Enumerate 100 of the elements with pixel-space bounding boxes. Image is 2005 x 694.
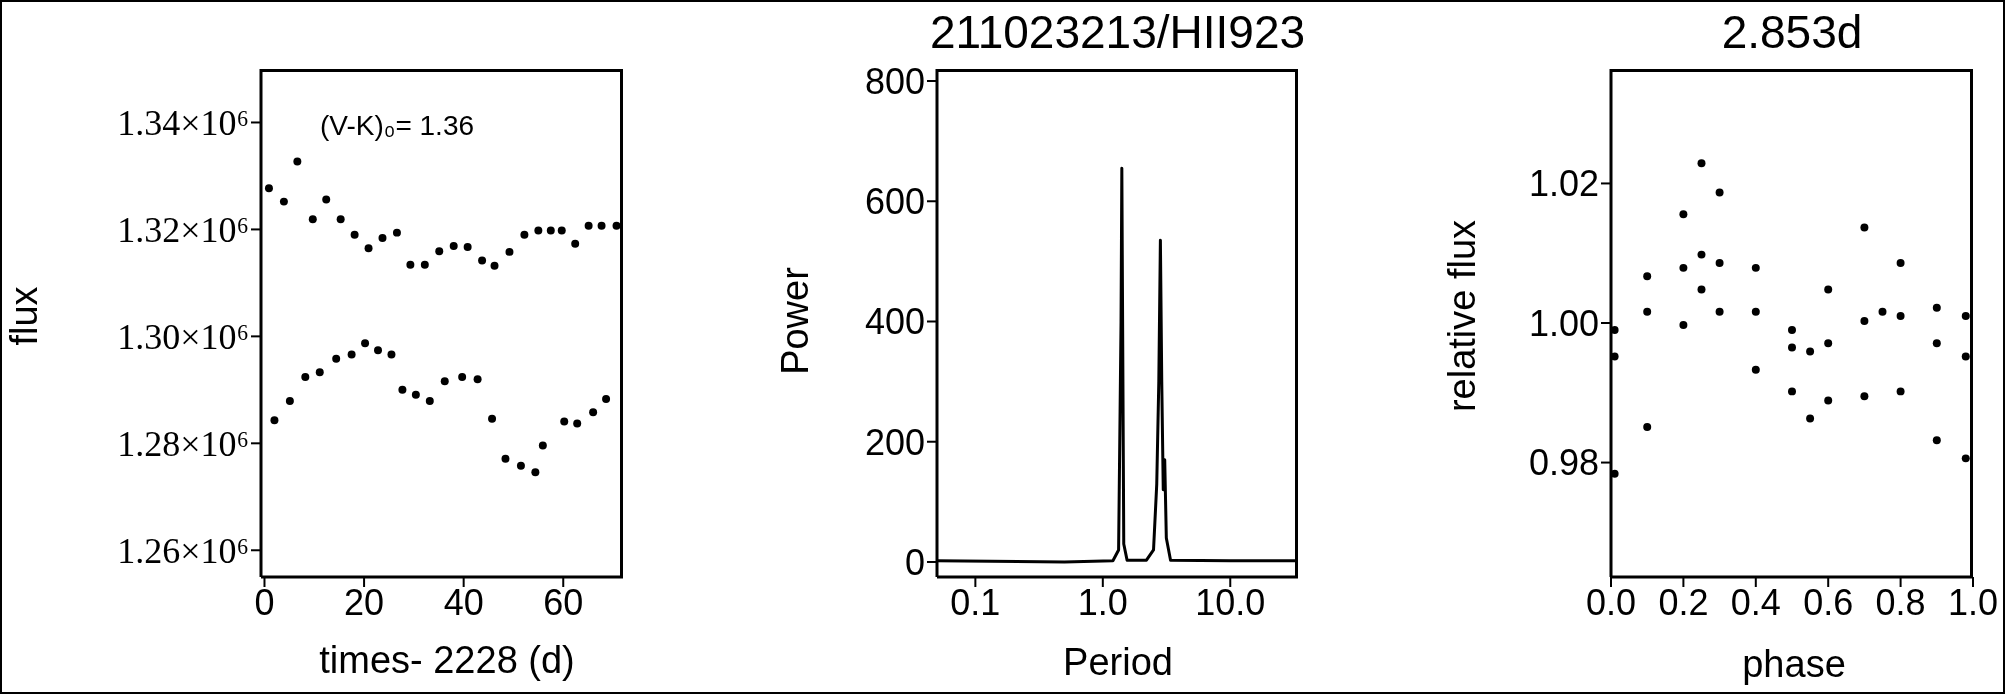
y-tick-label: 600 xyxy=(864,181,925,223)
point xyxy=(501,454,510,463)
point xyxy=(364,244,373,253)
point xyxy=(1788,387,1796,396)
point xyxy=(279,197,288,206)
point xyxy=(602,394,611,403)
point xyxy=(411,390,420,399)
point xyxy=(387,350,396,359)
point xyxy=(612,221,621,230)
point xyxy=(1896,312,1905,320)
point xyxy=(293,157,302,166)
point xyxy=(1896,387,1905,396)
point xyxy=(285,397,294,406)
x-tick-label: 1.0 xyxy=(1077,581,1128,623)
x-axis-title: times- 2228 (d) xyxy=(319,638,575,682)
point xyxy=(1643,422,1652,431)
x-tick-label: 0.4 xyxy=(1730,581,1781,623)
point xyxy=(1932,339,1941,348)
point xyxy=(264,184,273,193)
point xyxy=(1611,326,1619,334)
point xyxy=(1896,259,1905,267)
x-tick-label: 60 xyxy=(543,581,584,623)
point xyxy=(301,373,310,381)
point xyxy=(520,230,529,239)
point xyxy=(435,247,444,256)
point xyxy=(425,397,434,406)
y-axis-title: Power xyxy=(773,267,817,375)
x-tick-label: 0.8 xyxy=(1875,581,1926,623)
point xyxy=(560,417,569,426)
point xyxy=(1715,259,1724,267)
point xyxy=(1751,365,1760,374)
point xyxy=(1860,392,1869,401)
point xyxy=(1679,210,1688,219)
y-axis-title: flux xyxy=(2,286,46,346)
y-tick-label: 1.26×10⁶ xyxy=(117,531,249,572)
x-tick-label: 0.0 xyxy=(1585,581,1637,623)
annotation: (V-K)₀= 1.36 xyxy=(320,110,475,142)
point xyxy=(347,350,356,359)
y-tick-label: 1.30×10⁶ xyxy=(117,317,249,358)
point xyxy=(1824,339,1833,348)
point xyxy=(1715,307,1724,316)
point xyxy=(538,441,547,450)
point xyxy=(1751,263,1760,272)
point xyxy=(1679,263,1688,272)
point xyxy=(332,354,341,363)
y-tick-label: 1.28×10⁶ xyxy=(117,424,249,465)
point xyxy=(315,368,324,377)
point xyxy=(1788,326,1796,334)
point xyxy=(1697,250,1706,259)
point xyxy=(336,215,345,224)
y-tick-label: 1.34×10⁶ xyxy=(117,103,249,144)
point xyxy=(1611,469,1619,478)
point xyxy=(1806,414,1815,423)
point xyxy=(1824,396,1833,405)
point xyxy=(516,461,525,470)
point xyxy=(597,221,606,230)
point xyxy=(1715,188,1724,197)
point xyxy=(534,226,543,235)
point xyxy=(458,373,467,381)
x-tick-label: 0.2 xyxy=(1658,581,1709,623)
chart-title: 211023213/HII923 xyxy=(928,5,1307,60)
x-tick-label: 0.1 xyxy=(950,581,1001,623)
point xyxy=(488,414,497,423)
point xyxy=(1643,307,1652,316)
point xyxy=(392,228,401,237)
x-tick-label: 40 xyxy=(443,581,484,623)
point xyxy=(1697,159,1706,168)
point xyxy=(1611,352,1619,361)
y-axis-title: relative flux xyxy=(1440,219,1484,413)
chart-title: 2.853d xyxy=(1720,5,1864,60)
x-tick-label: 0.6 xyxy=(1803,581,1854,623)
y-tick-label: 200 xyxy=(864,421,925,463)
x-tick-label: 1.0 xyxy=(1947,581,1999,623)
point xyxy=(478,256,487,265)
point xyxy=(374,346,382,355)
x-tick-label: 20 xyxy=(344,581,385,623)
point xyxy=(420,260,429,269)
x-tick-label: 0 xyxy=(254,581,275,623)
point xyxy=(1751,307,1760,316)
point xyxy=(1860,316,1869,325)
x-tick-label: 10.0 xyxy=(1195,581,1266,623)
point xyxy=(1860,223,1869,232)
point xyxy=(398,385,407,394)
point xyxy=(557,226,566,235)
point xyxy=(573,419,582,428)
point xyxy=(1806,347,1815,356)
x-axis-title: phase xyxy=(1742,642,1846,686)
point xyxy=(505,247,514,256)
point xyxy=(1643,272,1652,281)
point xyxy=(1824,285,1833,294)
point xyxy=(589,408,598,417)
point xyxy=(1697,285,1706,294)
y-tick-label: 400 xyxy=(864,301,925,343)
point xyxy=(1961,312,1970,320)
point xyxy=(1788,343,1796,352)
point xyxy=(378,234,387,242)
y-tick-label: 800 xyxy=(864,60,925,102)
point xyxy=(571,239,580,248)
point xyxy=(1679,321,1688,330)
point xyxy=(546,226,555,235)
